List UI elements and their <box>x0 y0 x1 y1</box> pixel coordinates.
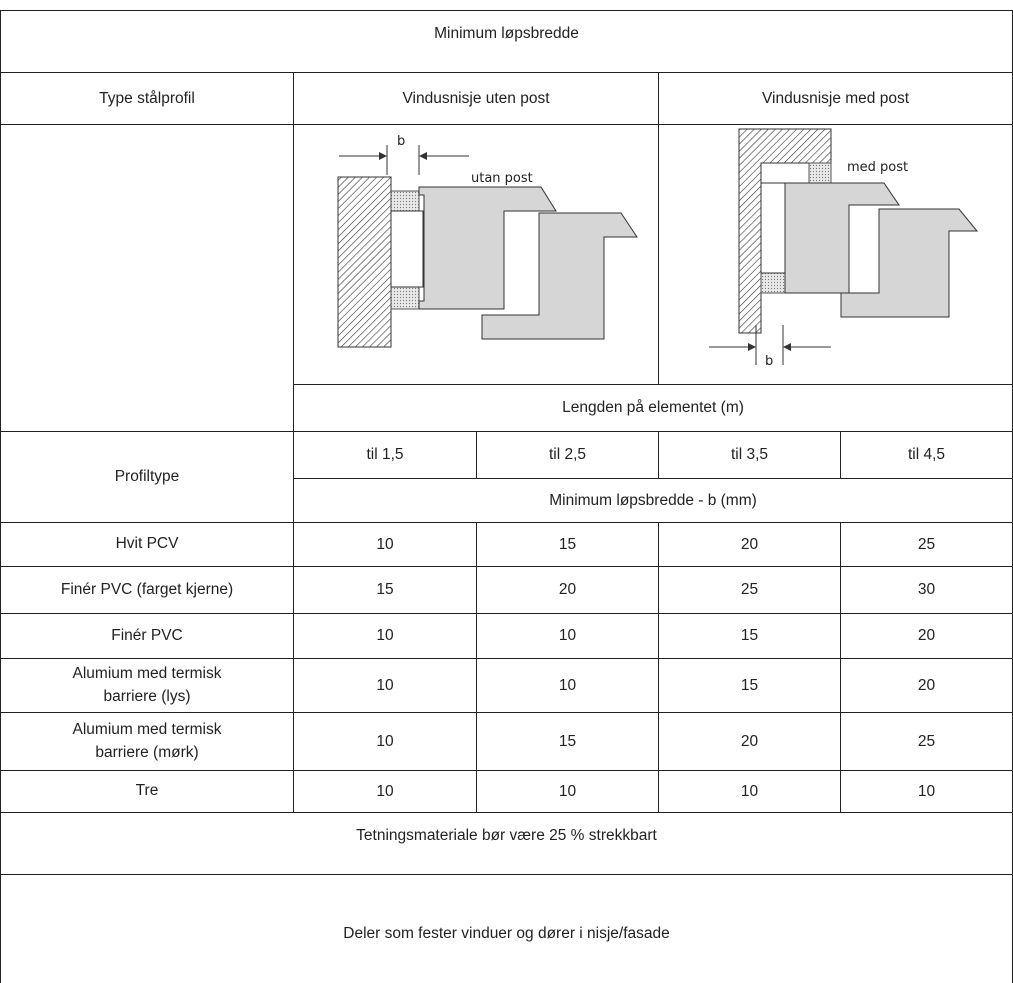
length-header: Lengden på elementet (m) <box>292 384 1013 432</box>
value-cell: 15 <box>293 566 477 614</box>
value-cell: 10 <box>293 770 477 813</box>
value-cell: 15 <box>658 613 841 659</box>
profile-cell: Tre <box>0 770 294 813</box>
profile-cell: Alumium med termisk barriere (mørk) <box>0 712 294 771</box>
table-row: Alumium med termisk barriere (mørk) 10 15 2… <box>0 712 1013 771</box>
figure-cell: b utan post <box>293 124 659 385</box>
value-cell: 25 <box>839 712 1013 771</box>
profile-name: Alumium med termisk barriere (mørk) <box>72 721 222 761</box>
value-cell: 10 <box>476 770 659 813</box>
value-cell: 25 <box>658 566 841 614</box>
value-cell: 10 <box>293 522 477 567</box>
profile-header: Profiltype <box>0 431 294 523</box>
note: Deler som fester vinduer og dører i nisj… <box>0 874 1013 983</box>
value-cell: 20 <box>839 658 1013 713</box>
profile-name: Tre <box>135 782 159 800</box>
table-row: Hvit PCV 10 15 20 25 <box>0 522 1013 567</box>
value-cell: 10 <box>476 658 659 713</box>
value-cell: 20 <box>476 566 659 614</box>
width-header: Minimum løpsbredde - b (mm) <box>292 478 1013 523</box>
figure-cell: b med post <box>657 124 1013 385</box>
table-row: Tre 10 10 10 10 <box>0 770 1013 813</box>
length-cell: til 4,5 <box>839 431 1013 479</box>
value-cell: 15 <box>476 712 659 771</box>
value-cell: 20 <box>658 712 841 771</box>
value-cell: 30 <box>839 566 1013 614</box>
dimension-label: b <box>765 354 773 369</box>
length-cell: til 1,5 <box>293 431 477 479</box>
profile-cell: Finér PVC <box>0 613 294 659</box>
profile-name: Finér PVC <box>111 626 183 644</box>
note: Tetningsmateriale bør være 25 % strekkba… <box>0 812 1013 875</box>
value-cell: 10 <box>293 613 477 659</box>
table-row: Finér PVC (farget kjerne) 15 20 25 30 <box>0 566 1013 614</box>
table: Minimum løpsbredde Type stålprofil Vindu… <box>0 10 1013 983</box>
empty-cell <box>0 124 294 432</box>
header-cell: Vindusnisje med post <box>657 72 1013 125</box>
profile-name: Hvit PCV <box>115 535 179 553</box>
profile-name: Alumium med termisk barriere (lys) <box>72 665 222 705</box>
header-cell: Vindusnisje uten post <box>293 72 659 125</box>
header-cell: Type stålprofil <box>0 72 294 125</box>
figure-without-post: b utan post <box>337 134 638 348</box>
table-row: Finér PVC 10 10 15 20 <box>0 613 1013 659</box>
value-cell: 20 <box>839 613 1013 659</box>
value-cell: 10 <box>839 770 1013 813</box>
value-cell: 20 <box>658 522 841 567</box>
value-cell: 15 <box>476 522 659 567</box>
figure-label: med post <box>847 160 908 175</box>
table-body: Hvit PCV 10 15 20 25 Finér PVC (farget kjerne… <box>0 522 1013 813</box>
table-row: Alumium med termisk barriere (lys) 10 10 15… <box>0 658 1013 713</box>
dimension-label: b <box>397 134 405 149</box>
value-cell: 10 <box>293 658 477 713</box>
profile-name: Finér PVC (farget kjerne) <box>60 580 234 598</box>
figure-label: utan post <box>471 171 533 186</box>
figure-with-post: b med post <box>709 128 979 369</box>
length-cell: til 2,5 <box>476 431 659 479</box>
value-cell: 25 <box>839 522 1013 567</box>
value-cell: 15 <box>658 658 841 713</box>
value-cell: 10 <box>293 712 477 771</box>
length-cell: til 3,5 <box>658 431 841 479</box>
profile-cell: Finér PVC (farget kjerne) <box>0 566 294 614</box>
profile-cell: Hvit PCV <box>0 522 294 567</box>
value-cell: 10 <box>658 770 841 813</box>
table-title: Minimum løpsbredde <box>0 10 1013 73</box>
value-cell: 10 <box>476 613 659 659</box>
profile-cell: Alumium med termisk barriere (lys) <box>0 658 294 713</box>
